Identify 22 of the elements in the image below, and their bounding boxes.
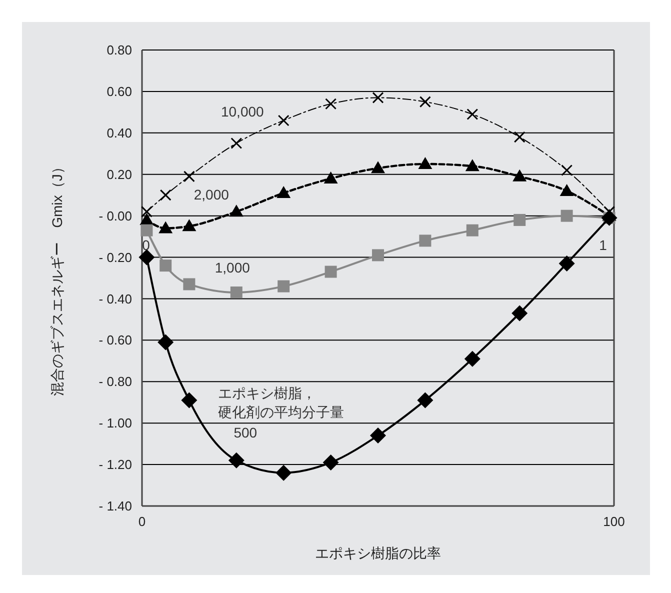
y-tick-label: 0.40 [106,125,132,140]
x-tick-label: 100 [603,514,625,529]
series-label: 1,000 [214,260,250,276]
series-label: 10,000 [220,103,264,120]
y-tick-label: - 0.20 [98,250,132,265]
y-tick-label: - 1.40 [98,498,132,514]
annotation: エポキシ樹脂，硬化剤の平均分子量 [218,385,344,420]
y-tick-label: 0.80 [106,42,132,58]
y-tick-label: 0.60 [106,84,132,100]
y-tick-label: 0.20 [106,166,132,182]
y-tick-label: - 0.00 [98,208,132,224]
y-tick-label: - 0.40 [98,291,132,306]
series-label: 500 [234,424,258,440]
annotation: 1 [599,237,608,253]
y-tick-label: - 0.60 [98,332,132,348]
y-tick-label: - 1.20 [98,457,132,472]
series-label: 2,000 [194,186,230,203]
y-axis-title: 混合のギブスエネルギー Gmix（J） [49,160,65,396]
y-tick-label: - 0.80 [98,374,132,390]
y-tick-label: - 1.00 [98,416,132,431]
annotation: 0 [142,237,150,253]
x-axis-title: エポキシ樹脂の比率 [315,545,441,561]
